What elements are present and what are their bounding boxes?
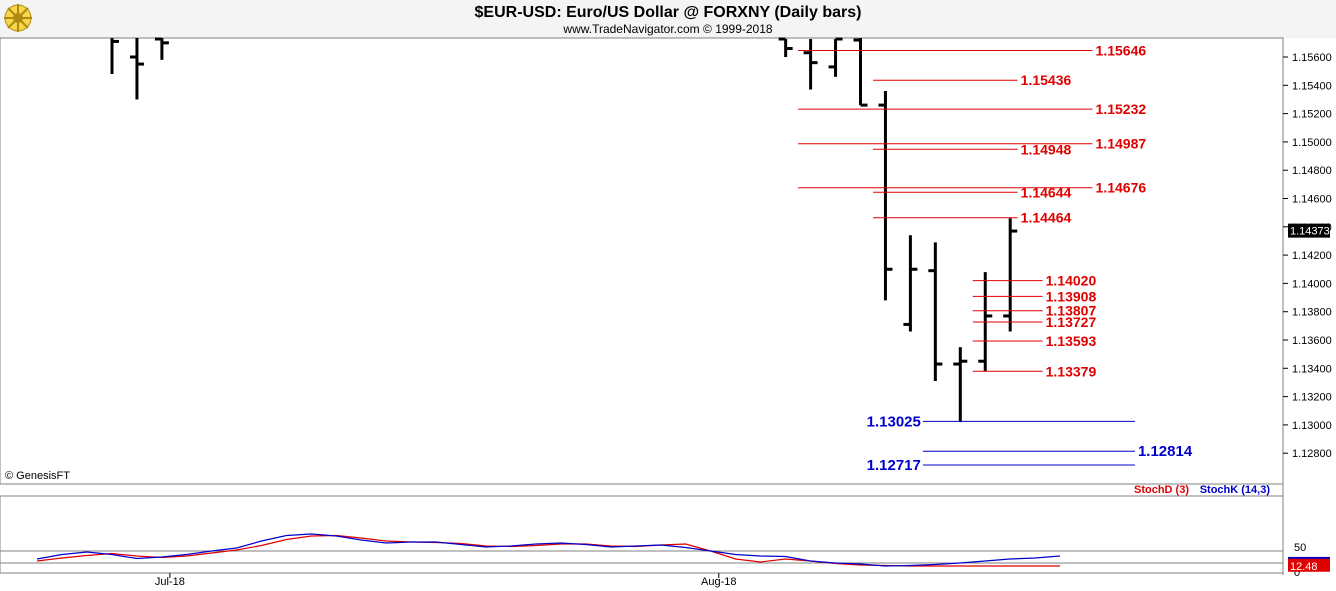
last-price-badge	[1288, 223, 1330, 238]
ohlc-bar	[778, 37, 793, 57]
y-tick-label: 1.13000	[1292, 420, 1332, 432]
ohlc-bar	[154, 37, 169, 60]
level-label: 1.14948	[1021, 141, 1072, 157]
ohlc-bar	[953, 347, 968, 423]
level-label: 1.13593	[1046, 333, 1097, 349]
last-price-label: 1.14373	[1290, 226, 1330, 238]
price-level-resistance: 1.14464	[872, 210, 1072, 226]
y-tick-label: 1.14600	[1292, 194, 1332, 206]
stoch-value-label: 12.48	[1290, 561, 1318, 573]
stoch-tick-label: 50	[1294, 542, 1306, 554]
price-level-resistance: 1.13807	[972, 303, 1097, 319]
ohlc-bar	[903, 235, 918, 332]
header-bar	[0, 0, 1336, 38]
y-tick-label: 1.13600	[1292, 335, 1332, 347]
stochastic-lines	[36, 533, 1060, 567]
y-tick-label: 1.14000	[1292, 278, 1332, 290]
stoch-value-badge	[1288, 558, 1330, 572]
price-level-resistance: 1.14676	[798, 180, 1146, 196]
ohlc-bar	[129, 38, 144, 100]
y-tick-label: 1.12800	[1292, 448, 1332, 460]
y-tick-label: 1.15000	[1292, 137, 1332, 149]
chart-subtitle: www.TradeNavigator.com © 1999-2018	[562, 22, 772, 36]
stoch-series-k	[36, 533, 1060, 567]
price-level-resistance: 1.14987	[798, 136, 1146, 152]
ohlc-bar	[828, 37, 843, 77]
level-label: 1.14676	[1096, 180, 1147, 196]
ohlc-bar	[878, 90, 893, 301]
legend-stochk: StochK (14,3)	[1200, 484, 1271, 496]
stochastic-panel	[0, 495, 1284, 574]
level-label: 1.12814	[1138, 443, 1193, 460]
price-level-resistance: 1.15232	[798, 101, 1146, 117]
level-label: 1.14464	[1021, 210, 1072, 226]
y-tick-label: 1.14200	[1292, 250, 1332, 262]
legend-stochd: StochD (3)	[1134, 484, 1189, 496]
ohlc-bar	[803, 39, 818, 90]
level-label: 1.14987	[1096, 136, 1147, 152]
price-level-resistance: 1.14644	[872, 184, 1072, 200]
stoch-tick-label: 0	[1294, 567, 1300, 579]
y-tick-label: 1.13800	[1292, 307, 1332, 319]
x-tick-label: Aug-18	[701, 576, 736, 588]
level-label: 1.15232	[1096, 101, 1147, 117]
level-label: 1.15646	[1096, 42, 1147, 58]
level-label: 1.13908	[1046, 288, 1097, 304]
level-label: 1.15436	[1021, 72, 1072, 88]
price-level-resistance: 1.15646	[798, 42, 1146, 58]
x-tick-label: Jul-18	[155, 576, 185, 588]
x-axis: Jul-18 Aug-18	[155, 573, 737, 588]
y-tick-label: 1.14800	[1292, 165, 1332, 177]
value-badges: 1.1437316.1612.48	[1288, 223, 1330, 573]
price-level-resistance: 1.13727	[972, 314, 1097, 330]
price-level-resistance: 1.14948	[872, 141, 1072, 157]
level-label: 1.14644	[1021, 184, 1072, 200]
price-levels: 1.15646 1.15436 1.15232 1.14987 1.14948 1.146…	[798, 42, 1193, 474]
price-level-support: 1.12814	[922, 443, 1193, 460]
price-level-resistance: 1.14020	[972, 273, 1097, 289]
level-label: 1.12717	[867, 457, 921, 474]
y-tick-label: 1.13400	[1292, 363, 1332, 375]
level-label: 1.13025	[867, 413, 921, 430]
ship-wheel-icon	[4, 4, 32, 32]
price-level-resistance: 1.13908	[972, 288, 1097, 304]
level-label: 1.13807	[1046, 303, 1097, 319]
ohlc-bar	[1003, 218, 1018, 332]
ohlc-bar	[110, 38, 119, 74]
price-panel	[0, 37, 1284, 485]
price-level-resistance: 1.15436	[872, 72, 1072, 88]
level-label: 1.13379	[1046, 363, 1097, 379]
y-tick-label: 1.15400	[1292, 80, 1332, 92]
level-label: 1.13727	[1046, 314, 1097, 330]
price-y-axis: 1.15600 1.15400 1.15200 1.15000 1.14800 1.146…	[1283, 52, 1332, 460]
y-tick-label: 1.15600	[1292, 52, 1332, 64]
ohlc-bar	[853, 38, 868, 107]
level-label: 1.14020	[1046, 273, 1097, 289]
chart-title: $EUR-USD: Euro/US Dollar @ FORXNY (Daily…	[475, 4, 862, 21]
ohlc-bar	[928, 242, 943, 382]
price-level-support: 1.12717	[867, 457, 1135, 474]
y-tick-label: 1.15200	[1292, 109, 1332, 121]
copyright-label: © GenesisFT	[5, 470, 70, 482]
price-level-resistance: 1.13379	[972, 363, 1097, 379]
stoch-y-axis: 50 0	[1294, 542, 1306, 579]
y-tick-label: 1.13200	[1292, 392, 1332, 404]
price-level-resistance: 1.13593	[972, 333, 1097, 349]
price-level-support: 1.13025	[867, 413, 1135, 430]
